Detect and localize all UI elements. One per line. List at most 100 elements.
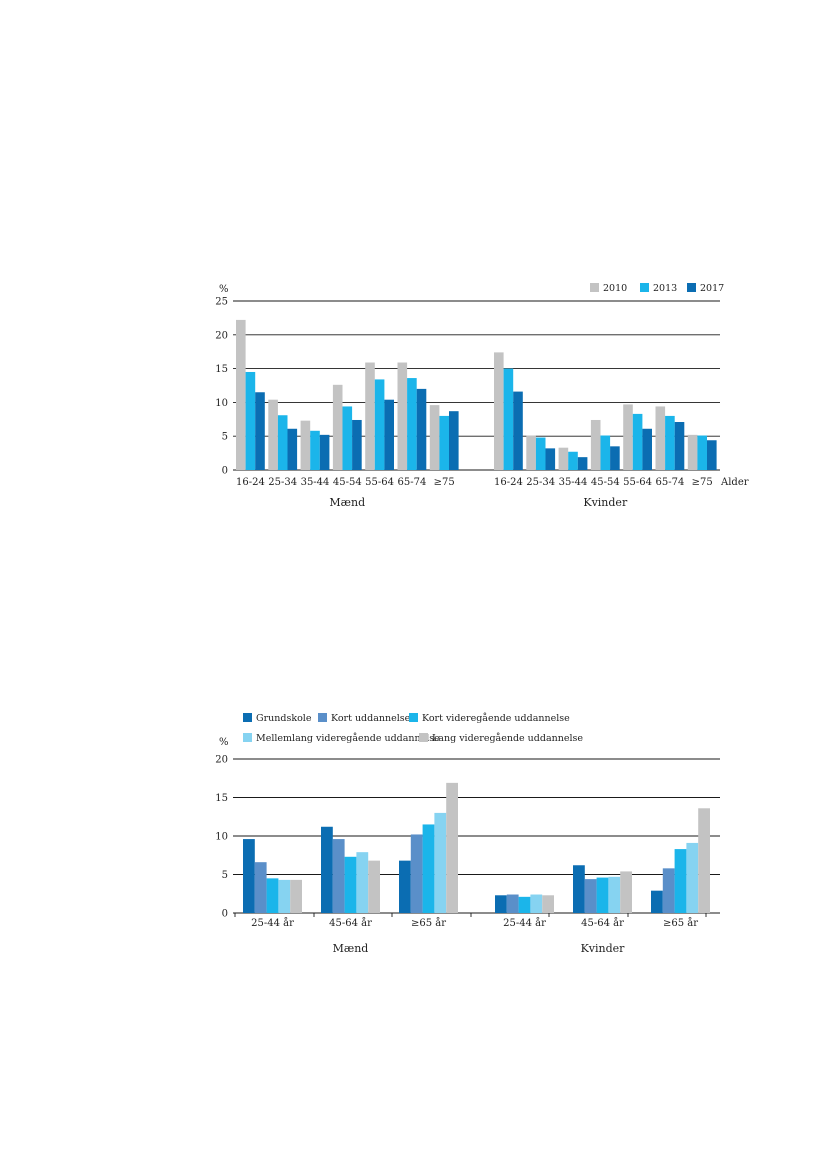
chart2-bar xyxy=(662,868,675,913)
chart1-group-label: Mænd xyxy=(329,496,365,509)
chart1-bar xyxy=(535,437,546,470)
chart1-bar xyxy=(568,451,578,470)
chart2-legend-label: Kort videregående uddannelse xyxy=(422,712,570,724)
chart1-bar xyxy=(655,406,666,470)
chart1-bar xyxy=(687,434,698,470)
chart2-bar xyxy=(573,865,585,913)
chart1-bar xyxy=(707,440,717,470)
chart2-y-unit: % xyxy=(219,737,229,748)
chart1-bar xyxy=(300,420,311,470)
chart2-legend-swatch xyxy=(409,713,418,722)
chart2-legend-label: Lang videregående uddannelse xyxy=(432,732,583,744)
chart1-bar xyxy=(590,419,601,470)
chart1-bar xyxy=(255,392,265,470)
chart2-bar xyxy=(254,862,267,913)
chart1-y-tick-label: 5 xyxy=(222,432,228,443)
chart2-x-tick-label: 45-64 år xyxy=(581,917,624,929)
chart1-bar xyxy=(503,368,514,470)
chart1-bar xyxy=(374,379,385,470)
chart1-bar xyxy=(416,388,427,470)
chart1-bar xyxy=(623,404,633,470)
chart1-y-tick-label: 20 xyxy=(215,330,228,341)
chart1-y-tick-label: 15 xyxy=(215,364,228,375)
chart1-bar xyxy=(610,446,620,470)
chart2-legend-label: Kort uddannelse xyxy=(331,713,411,724)
chart1-bar xyxy=(236,319,246,470)
chart1-x-tick-label: 25-34 xyxy=(526,477,555,488)
chart1-bar xyxy=(577,457,588,470)
chart1-x-tick-label: 35-44 xyxy=(559,477,588,488)
chart2-legend-swatch xyxy=(243,713,252,722)
chart1-bar xyxy=(268,399,278,470)
chart1-bar xyxy=(697,435,707,470)
chart1-bar xyxy=(449,411,459,470)
chart2-y-tick-label: 5 xyxy=(222,870,228,881)
chart2-bar xyxy=(356,852,369,913)
chart2-bar xyxy=(674,849,687,913)
chart2-bar xyxy=(344,856,357,913)
chart2-bar xyxy=(506,894,519,913)
chart2-x-tick-label: 25-44 år xyxy=(503,917,546,929)
chart1-x-tick-label: 65-74 xyxy=(397,477,426,488)
chart2-legend-swatch xyxy=(318,713,327,722)
chart2-legend-label: Grundskole xyxy=(256,713,312,724)
chart2-bar xyxy=(542,895,554,913)
chart2-bar xyxy=(651,890,663,913)
chart1-legend-label: 2017 xyxy=(700,283,724,294)
chart1-bar xyxy=(310,430,320,470)
chart1-legend-swatch xyxy=(640,283,649,292)
chart1-legend-label: 2010 xyxy=(603,283,627,294)
chart2-y-tick-label: 10 xyxy=(215,832,228,843)
chart1-legend-label: 2013 xyxy=(653,283,677,294)
chart1-bar xyxy=(319,434,330,470)
chart1-bar xyxy=(384,399,394,470)
chart1-y-unit: % xyxy=(219,284,229,295)
chart1-bar xyxy=(352,419,362,470)
chart2-legend-label: Mellemlang videregående uddannelse xyxy=(256,732,440,744)
chart2-bar xyxy=(698,808,710,913)
chart1-x-tick-label: ≥75 xyxy=(692,477,713,488)
chart1-bar xyxy=(342,406,353,470)
chart2-bar xyxy=(686,842,699,913)
chart1-x-tick-label: 55-64 xyxy=(365,477,394,488)
chart2-bar xyxy=(321,826,333,913)
chart2-group-label: Mænd xyxy=(333,942,369,955)
chart2-legend-swatch xyxy=(419,733,428,742)
chart2-bar xyxy=(368,860,380,913)
chart1-bar xyxy=(365,362,375,470)
chart1-y-tick-label: 10 xyxy=(215,398,228,409)
chart2-bar xyxy=(266,878,279,913)
chart2-x-tick-label: ≥65 år xyxy=(663,917,698,929)
chart1-group-label: Kvinder xyxy=(583,496,628,509)
chart1-bar xyxy=(665,415,675,470)
chart1-legend-swatch xyxy=(687,283,696,292)
chart1-x-tick-label: 45-54 xyxy=(591,477,620,488)
chart1-bar xyxy=(632,413,643,470)
chart1-bar xyxy=(513,391,523,470)
chart1-bar xyxy=(642,428,652,470)
chart2-x-tick-label: 25-44 år xyxy=(251,917,294,929)
chart2-y-tick-label: 15 xyxy=(215,793,228,804)
chart2-bar xyxy=(332,839,345,913)
chart1-bar xyxy=(429,405,440,470)
chart2-bar xyxy=(495,895,507,913)
chart1-bar xyxy=(545,448,556,470)
chart1-y-tick-label: 0 xyxy=(222,466,228,477)
chart2-bar xyxy=(446,782,458,913)
chart2-bar xyxy=(399,860,411,913)
chart1-bar xyxy=(494,352,504,470)
chart1-legend-swatch xyxy=(590,283,599,292)
chart2-bar xyxy=(530,894,543,913)
chart2-bar xyxy=(410,834,423,913)
chart1-bar xyxy=(674,422,685,470)
chart2-bar xyxy=(596,877,609,913)
chart1-bar xyxy=(245,371,256,470)
chart1-bar xyxy=(558,447,569,470)
chart1-x-tick-label: 35-44 xyxy=(301,477,330,488)
chart2-bar xyxy=(290,879,302,913)
chart1-bar xyxy=(397,362,408,470)
chart2-bar xyxy=(584,879,597,913)
chart1-x-tick-label: 65-74 xyxy=(655,477,684,488)
chart1-x-tick-label: 25-34 xyxy=(268,477,297,488)
